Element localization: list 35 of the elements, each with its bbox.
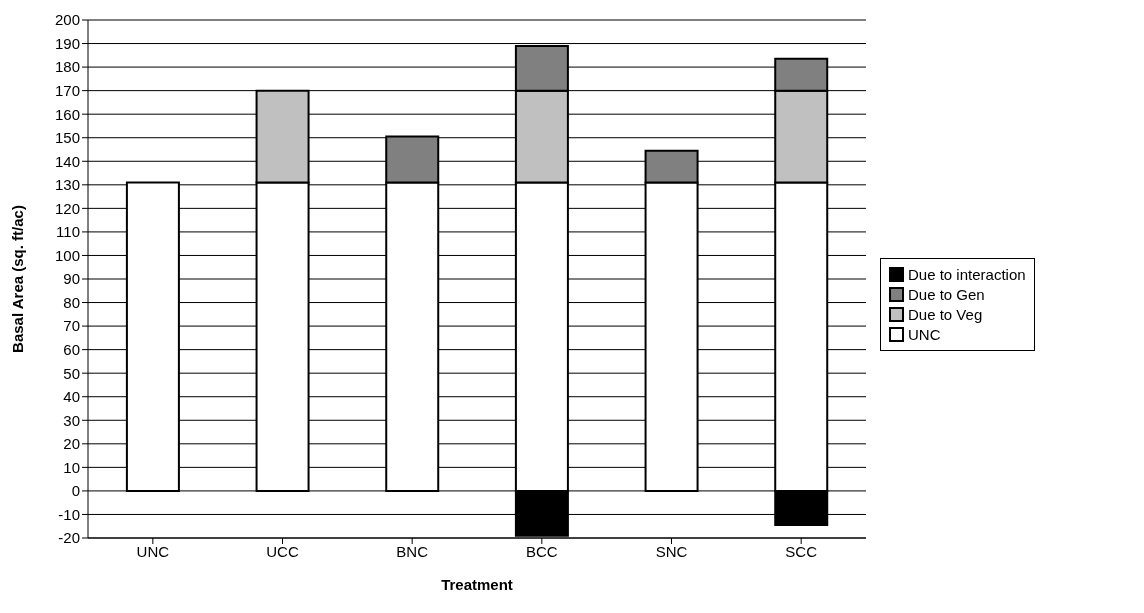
y-tick-label: -20 xyxy=(58,529,80,547)
legend-label: Due to Gen xyxy=(908,286,985,303)
y-tick-label: 170 xyxy=(54,81,80,99)
y-tick-label: 190 xyxy=(54,34,80,52)
x-tick-label: BNC xyxy=(396,542,429,560)
y-tick-label: 200 xyxy=(54,11,80,29)
y-tick-label: 140 xyxy=(54,152,80,170)
legend-label: UNC xyxy=(908,326,941,343)
x-tick-label: UCC xyxy=(266,542,299,560)
x-axis-title: Treatment xyxy=(441,576,513,593)
y-tick-label: 80 xyxy=(63,293,80,311)
x-tick-label: UNC xyxy=(136,542,170,560)
x-tick-label: SCC xyxy=(785,542,818,560)
y-tick-label: 60 xyxy=(63,340,80,358)
y-tick-label: 70 xyxy=(63,317,80,335)
y-tick-label: 40 xyxy=(63,388,80,406)
x-tick-label: SNC xyxy=(655,542,688,560)
y-tick-label: 160 xyxy=(54,105,80,123)
y-tick-label: 90 xyxy=(63,270,80,288)
y-tick-label: 110 xyxy=(56,223,80,241)
y-tick-label: 20 xyxy=(63,435,80,453)
y-tick-label: 0 xyxy=(71,482,80,500)
y-tick-label: 130 xyxy=(54,176,80,194)
y-axis-title: Basal Area (sq. ft/ac) xyxy=(9,205,27,353)
y-tick-label: 100 xyxy=(54,246,80,264)
y-tick-label: -10 xyxy=(58,505,80,523)
y-tick-label: 180 xyxy=(54,58,80,76)
y-tick-label: 150 xyxy=(54,129,80,147)
legend-label: Due to interaction xyxy=(908,266,1026,283)
x-tick-label: BCC xyxy=(526,542,558,560)
y-tick-label: 50 xyxy=(63,364,80,382)
legend-label: Due to Veg xyxy=(908,306,983,323)
y-tick-label: 30 xyxy=(63,411,80,429)
y-tick-label: 10 xyxy=(63,458,80,476)
y-tick-label: 120 xyxy=(54,199,80,217)
